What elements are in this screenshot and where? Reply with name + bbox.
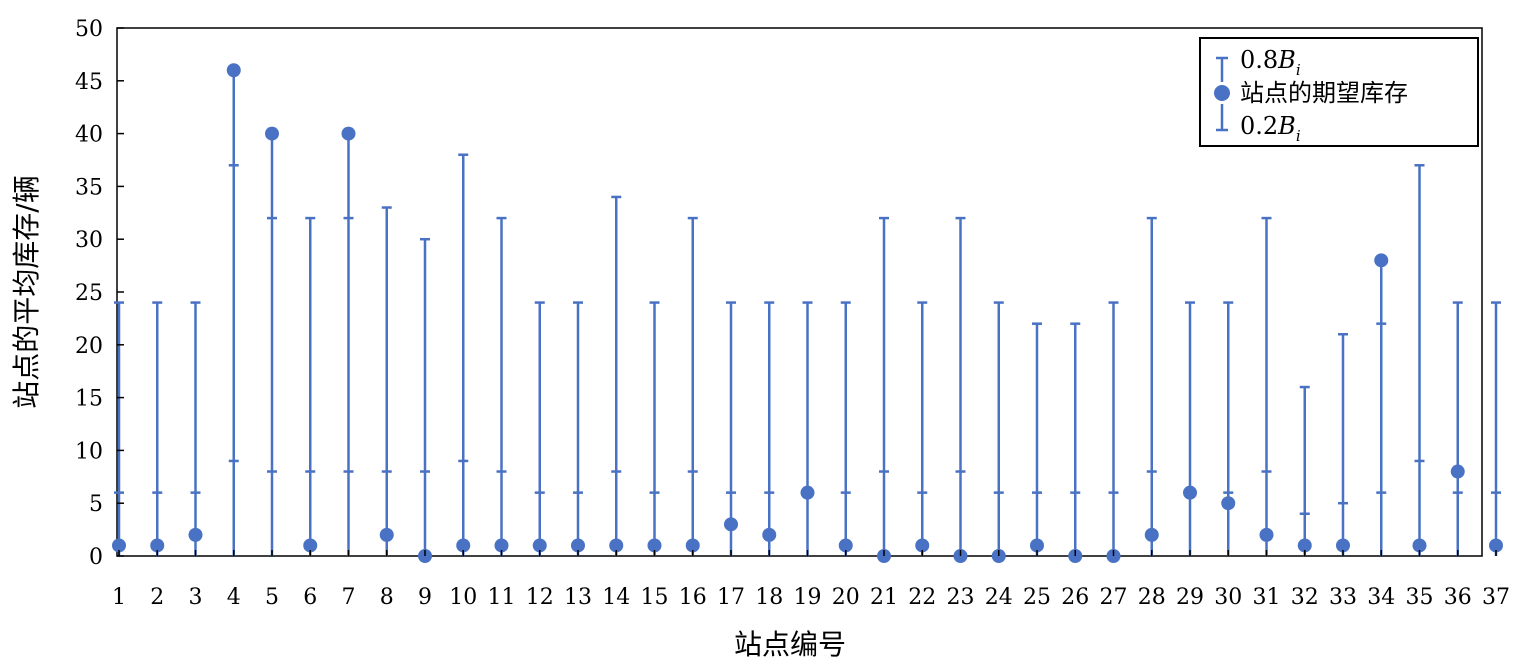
expected-inventory-point bbox=[456, 538, 471, 553]
y-tick-label: 10 bbox=[75, 439, 103, 464]
y-tick-label: 20 bbox=[75, 334, 103, 359]
expected-inventory-point bbox=[188, 527, 203, 542]
expected-inventory-point bbox=[1183, 485, 1197, 500]
expected-inventory-point bbox=[1297, 538, 1312, 553]
x-tick-label: 35 bbox=[1406, 585, 1434, 610]
x-tick-label: 6 bbox=[303, 585, 317, 610]
x-tick-label: 32 bbox=[1291, 585, 1319, 610]
x-tick-label: 30 bbox=[1214, 585, 1242, 610]
expected-inventory-point bbox=[1489, 538, 1503, 553]
expected-inventory-point bbox=[1030, 538, 1044, 553]
x-tick-label: 9 bbox=[418, 585, 432, 610]
expected-inventory-point bbox=[915, 538, 930, 553]
y-axis: 0 5 10 15 20 25 30 35 40 45 50 bbox=[75, 17, 124, 570]
expected-inventory-point bbox=[494, 538, 509, 553]
expected-inventory-point bbox=[532, 538, 547, 553]
y-tick-label: 15 bbox=[75, 387, 103, 412]
expected-inventory-point bbox=[724, 517, 738, 532]
y-tick-label: 50 bbox=[75, 17, 103, 42]
x-tick-label: 26 bbox=[1061, 585, 1089, 610]
expected-inventory-point bbox=[112, 538, 126, 553]
x-tick-label: 18 bbox=[755, 585, 783, 610]
x-tick-label: 33 bbox=[1329, 585, 1357, 610]
expected-inventory-point bbox=[1259, 527, 1274, 542]
x-tick-label: 23 bbox=[947, 585, 975, 610]
x-tick-label: 7 bbox=[342, 585, 356, 610]
x-axis-title: 站点编号 bbox=[734, 628, 846, 661]
x-tick-label: 36 bbox=[1444, 585, 1472, 610]
y-tick-label: 0 bbox=[89, 545, 103, 570]
y-tick-label: 25 bbox=[75, 281, 103, 306]
expected-inventory-point bbox=[685, 538, 700, 553]
x-tick-label: 20 bbox=[832, 585, 860, 610]
legend-marker-icon bbox=[1214, 85, 1230, 101]
x-tick-label: 29 bbox=[1176, 585, 1204, 610]
x-tick-label: 19 bbox=[794, 585, 822, 610]
expected-inventory-point bbox=[1412, 538, 1427, 553]
expected-inventory-point bbox=[838, 538, 853, 553]
expected-inventory-point bbox=[647, 538, 662, 553]
chart-marks bbox=[112, 63, 1503, 563]
x-tick-label: 15 bbox=[641, 585, 669, 610]
x-tick-label: 3 bbox=[189, 585, 203, 610]
expected-inventory-point bbox=[609, 538, 624, 553]
legend-box bbox=[1199, 37, 1479, 147]
x-tick-label: 13 bbox=[564, 585, 592, 610]
expected-inventory-point bbox=[303, 538, 318, 553]
expected-inventory-point bbox=[800, 485, 815, 500]
x-axis: 1 2 3 4 5 6 7 8 9 10 11 12 13 14 15 16 17 18 19 20 21 22 23 24 2… bbox=[112, 550, 1510, 610]
x-tick-label: 5 bbox=[265, 585, 279, 610]
x-tick-label: 16 bbox=[679, 585, 707, 610]
expected-inventory-point bbox=[571, 538, 585, 553]
expected-inventory-point bbox=[341, 126, 356, 141]
x-tick-label: 37 bbox=[1482, 585, 1510, 610]
y-tick-label: 5 bbox=[89, 492, 103, 517]
legend-label: 站点的期望库存 bbox=[1240, 79, 1408, 107]
expected-inventory-point bbox=[1144, 527, 1159, 542]
x-tick-label: 1 bbox=[112, 585, 126, 610]
legend-label: 0.2Bi bbox=[1240, 112, 1301, 145]
y-tick-label: 30 bbox=[75, 228, 103, 253]
expected-inventory-point bbox=[762, 527, 777, 542]
expected-inventory-point bbox=[379, 527, 394, 542]
legend-label: 0.8Bi bbox=[1240, 46, 1301, 79]
x-tick-label: 21 bbox=[870, 585, 898, 610]
expected-inventory-point bbox=[1221, 496, 1236, 511]
x-tick-label: 34 bbox=[1367, 585, 1395, 610]
x-tick-label: 28 bbox=[1138, 585, 1166, 610]
x-tick-label: 10 bbox=[449, 585, 477, 610]
x-tick-label: 14 bbox=[602, 585, 630, 610]
x-tick-label: 12 bbox=[526, 585, 554, 610]
y-tick-label: 35 bbox=[75, 175, 103, 200]
x-tick-label: 22 bbox=[908, 585, 936, 610]
y-tick-label: 40 bbox=[75, 123, 103, 148]
expected-inventory-point bbox=[150, 538, 165, 553]
expected-inventory-point bbox=[1450, 464, 1465, 479]
x-tick-label: 24 bbox=[985, 585, 1013, 610]
y-axis-title: 站点的平均库存/辆 bbox=[10, 175, 43, 408]
x-tick-label: 2 bbox=[150, 585, 164, 610]
x-tick-label: 11 bbox=[488, 585, 516, 610]
x-tick-label: 17 bbox=[717, 585, 745, 610]
expected-inventory-point bbox=[1374, 253, 1389, 268]
expected-inventory-point bbox=[1336, 538, 1350, 553]
expected-inventory-point bbox=[226, 63, 241, 78]
y-tick-label: 45 bbox=[75, 70, 103, 95]
x-tick-label: 8 bbox=[380, 585, 394, 610]
x-tick-label: 27 bbox=[1100, 585, 1128, 610]
x-tick-label: 25 bbox=[1023, 585, 1051, 610]
x-tick-label: 31 bbox=[1253, 585, 1281, 610]
expected-inventory-point bbox=[265, 126, 279, 141]
x-tick-label: 4 bbox=[227, 585, 241, 610]
